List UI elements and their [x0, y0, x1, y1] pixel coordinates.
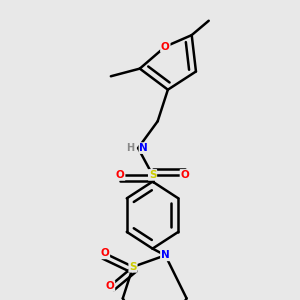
Text: O: O — [181, 170, 189, 180]
Text: O: O — [116, 170, 124, 180]
Text: N: N — [161, 250, 170, 260]
Text: O: O — [106, 281, 114, 291]
Text: O: O — [100, 248, 109, 258]
Text: O: O — [161, 42, 170, 52]
Text: N: N — [140, 143, 148, 153]
Text: S: S — [129, 262, 137, 272]
Text: H: H — [126, 143, 134, 153]
Text: S: S — [149, 170, 156, 180]
